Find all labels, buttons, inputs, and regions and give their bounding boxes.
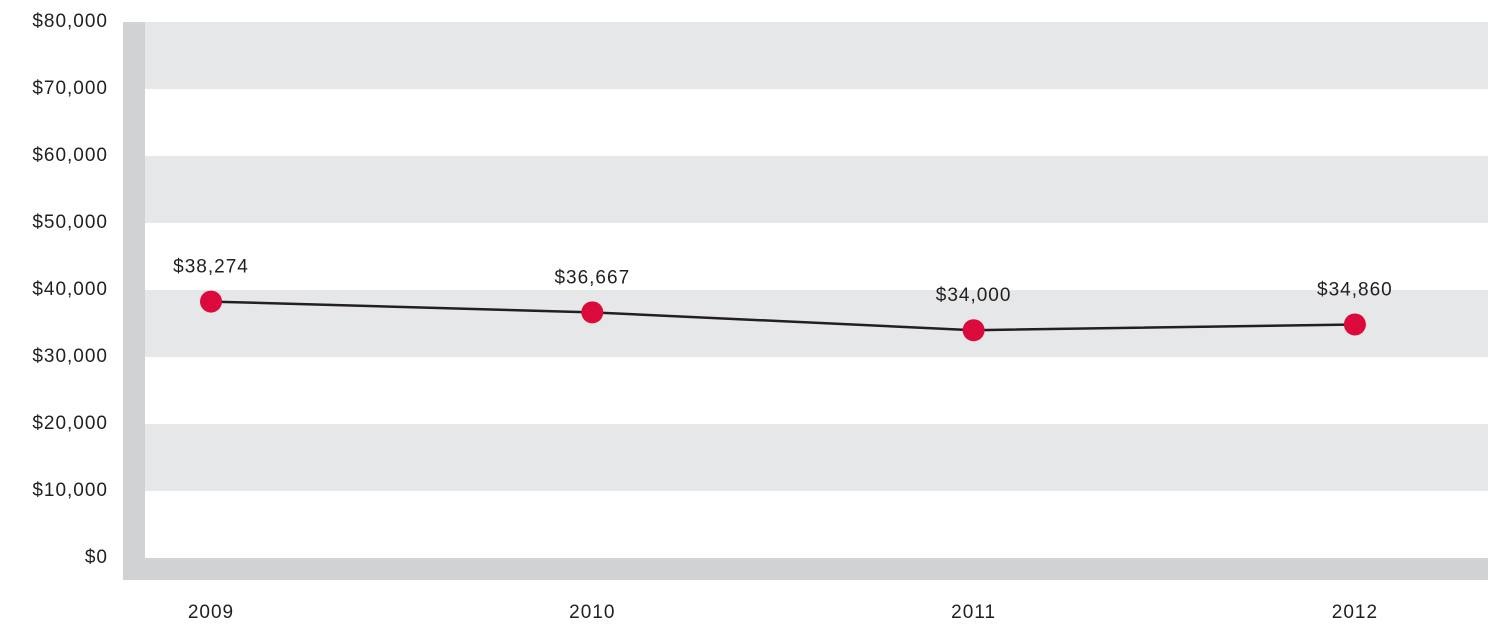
y-tick-label: $40,000 <box>32 279 108 300</box>
y-tick-label: $10,000 <box>32 480 108 501</box>
y-tick-label: $0 <box>85 547 108 568</box>
grid-band <box>145 424 1488 491</box>
marker <box>581 301 604 324</box>
y-tick-label: $70,000 <box>32 78 108 99</box>
grid-band <box>145 22 1488 89</box>
y-tick-label: $30,000 <box>32 346 108 367</box>
value-label: $34,860 <box>1317 279 1393 300</box>
value-label: $36,667 <box>554 267 630 288</box>
y-tick-label: $80,000 <box>32 11 108 32</box>
grid-band <box>145 156 1488 223</box>
y-tick-label: $20,000 <box>32 413 108 434</box>
line <box>210 300 1355 332</box>
marker <box>962 319 985 342</box>
x-tick-label: 2010 <box>569 602 615 623</box>
x-tick-label: 2012 <box>1332 602 1378 623</box>
value-label: $38,274 <box>173 257 249 278</box>
x-tick-label: 2009 <box>188 602 234 623</box>
y-tick-label: $60,000 <box>32 145 108 166</box>
marker <box>1343 313 1366 336</box>
x-axis-bar <box>123 558 1488 580</box>
marker <box>200 290 222 313</box>
y-axis-bar <box>123 22 145 580</box>
x-tick-label: 2011 <box>951 602 996 623</box>
value-label: $34,000 <box>936 285 1012 306</box>
y-tick-label: $50,000 <box>32 212 108 233</box>
